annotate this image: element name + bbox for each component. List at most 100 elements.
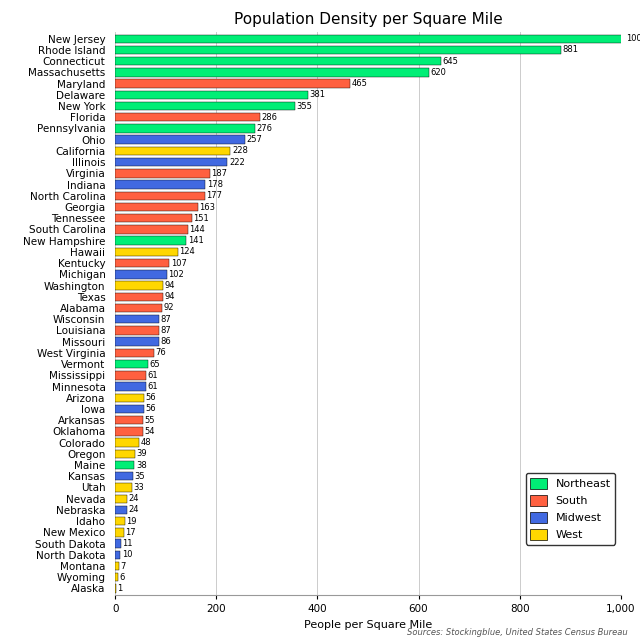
Bar (115, 259, 170, 268)
Bar (115, 461, 134, 469)
Text: 276: 276 (256, 124, 272, 133)
Bar (115, 550, 120, 559)
Bar (115, 394, 143, 402)
Text: 33: 33 (133, 483, 144, 492)
Text: 11: 11 (122, 539, 132, 548)
Bar (115, 203, 198, 211)
Bar (115, 191, 205, 200)
Text: Sources: Stockingblue, United States Census Bureau: Sources: Stockingblue, United States Cen… (406, 628, 627, 637)
Text: 39: 39 (136, 449, 147, 458)
Bar (115, 136, 245, 144)
Bar (115, 562, 119, 570)
Bar (115, 113, 260, 122)
Text: 187: 187 (211, 169, 227, 178)
Text: 10: 10 (122, 550, 132, 559)
Bar (115, 349, 154, 357)
X-axis label: People per Square Mile: People per Square Mile (304, 620, 432, 630)
Text: 35: 35 (134, 472, 145, 481)
Bar (115, 169, 210, 177)
Bar (115, 236, 186, 245)
Bar (115, 147, 230, 155)
Text: 381: 381 (309, 90, 325, 99)
Bar (115, 495, 127, 503)
Bar (115, 57, 442, 65)
Text: 102: 102 (168, 270, 184, 279)
Text: 107: 107 (171, 259, 187, 268)
Text: 94: 94 (164, 292, 175, 301)
Bar (115, 450, 135, 458)
Bar (115, 382, 146, 391)
Bar (115, 248, 178, 256)
Bar (115, 315, 159, 323)
Bar (115, 540, 121, 548)
Text: 465: 465 (352, 79, 368, 88)
Text: 144: 144 (189, 225, 205, 234)
Text: 86: 86 (160, 337, 171, 346)
Text: 355: 355 (296, 102, 312, 111)
Text: 645: 645 (443, 57, 459, 66)
Text: 87: 87 (161, 315, 172, 324)
Bar (115, 214, 191, 223)
Bar (115, 506, 127, 514)
Bar (115, 35, 625, 43)
Bar (115, 68, 429, 77)
Bar (115, 360, 148, 368)
Legend: Northeast, South, Midwest, West: Northeast, South, Midwest, West (525, 473, 615, 545)
Bar (115, 102, 294, 110)
Bar (115, 371, 146, 380)
Bar (115, 124, 255, 132)
Bar (115, 438, 140, 447)
Bar (115, 517, 125, 525)
Bar (115, 180, 205, 189)
Text: 1008: 1008 (627, 34, 640, 44)
Text: 6: 6 (120, 573, 125, 582)
Text: 48: 48 (141, 438, 152, 447)
Text: 61: 61 (148, 371, 158, 380)
Bar (115, 404, 143, 413)
Text: 141: 141 (188, 236, 204, 245)
Bar (115, 304, 162, 312)
Bar (115, 472, 133, 481)
Text: 54: 54 (144, 427, 154, 436)
Text: 56: 56 (145, 393, 156, 403)
Text: 620: 620 (430, 68, 446, 77)
Text: 19: 19 (126, 516, 137, 525)
Bar (115, 292, 163, 301)
Title: Population Density per Square Mile: Population Density per Square Mile (234, 12, 502, 27)
Bar (115, 326, 159, 335)
Bar (115, 427, 143, 436)
Bar (115, 225, 188, 234)
Text: 38: 38 (136, 461, 147, 470)
Text: 1: 1 (117, 584, 122, 593)
Text: 177: 177 (206, 191, 222, 200)
Bar (115, 45, 561, 54)
Text: 24: 24 (129, 506, 140, 515)
Text: 56: 56 (145, 404, 156, 413)
Text: 76: 76 (155, 348, 166, 357)
Text: 94: 94 (164, 281, 175, 290)
Bar (115, 573, 118, 582)
Bar (115, 270, 167, 278)
Text: 92: 92 (163, 303, 173, 312)
Text: 228: 228 (232, 147, 248, 156)
Bar (115, 416, 143, 424)
Bar (115, 158, 227, 166)
Text: 87: 87 (161, 326, 172, 335)
Text: 881: 881 (562, 45, 578, 54)
Bar (115, 528, 124, 536)
Bar (115, 483, 132, 492)
Text: 163: 163 (199, 202, 215, 211)
Text: 7: 7 (120, 561, 125, 570)
Text: 286: 286 (261, 113, 277, 122)
Text: 124: 124 (179, 248, 195, 257)
Text: 61: 61 (148, 382, 158, 391)
Text: 257: 257 (246, 135, 262, 144)
Text: 55: 55 (145, 416, 155, 425)
Text: 65: 65 (150, 360, 160, 369)
Text: 151: 151 (193, 214, 209, 223)
Bar (115, 282, 163, 290)
Text: 17: 17 (125, 528, 136, 537)
Bar (115, 79, 350, 88)
Bar (115, 337, 159, 346)
Text: 222: 222 (229, 157, 244, 166)
